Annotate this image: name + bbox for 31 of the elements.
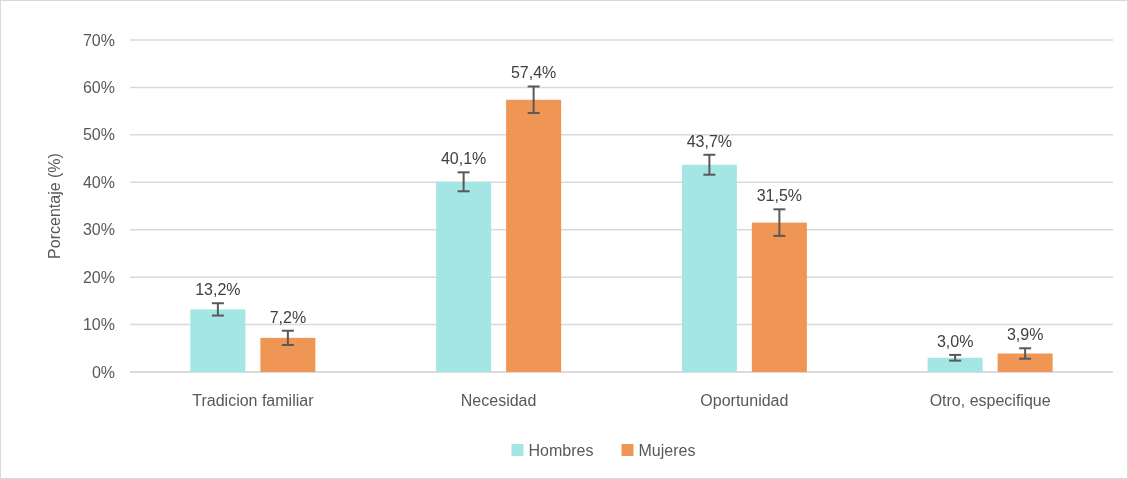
x-tick-label: Otro, especifique [929,392,1051,409]
bar [997,353,1053,372]
y-tick-label: 60% [82,79,115,97]
data-label: 57,4% [510,64,557,82]
bar [260,337,316,372]
data-label: 7,2% [269,308,307,326]
y-tick-label: 20% [82,268,115,286]
y-tick-label: 10% [82,316,115,334]
x-tick-label: Necesidad [460,392,537,409]
y-tick-label: 0% [91,363,115,381]
data-label: 3,0% [936,332,974,350]
bar [927,357,983,372]
y-tick-label: 30% [82,221,115,239]
data-label: 40,1% [440,150,487,168]
bar [751,222,807,372]
data-label: 3,9% [1006,326,1044,344]
x-tick-label: Tradicion familiar [192,392,315,409]
data-label: 43,7% [686,132,733,150]
bar [681,164,737,372]
bar [436,181,492,372]
legend-label: Mujeres [638,441,696,459]
data-label: 31,5% [756,187,803,205]
bar [506,99,562,372]
y-tick-label: 50% [82,126,115,144]
y-tick-label: 70% [82,31,115,49]
bar [190,309,246,372]
data-label: 13,2% [195,281,241,299]
y-tick-label: 40% [82,173,115,191]
legend-label: Hombres [528,441,594,459]
y-axis-title: Porcentaje (%) [46,153,63,259]
x-tick-label: Oportunidad [700,392,789,409]
